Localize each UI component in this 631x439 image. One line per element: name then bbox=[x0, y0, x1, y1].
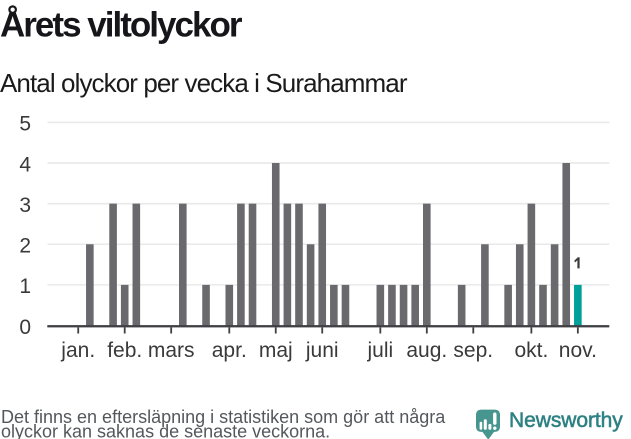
svg-text:4: 4 bbox=[19, 153, 31, 176]
svg-text:sep.: sep. bbox=[453, 339, 493, 362]
svg-text:aug.: aug. bbox=[406, 339, 447, 362]
svg-text:maj: maj bbox=[259, 339, 293, 362]
svg-text:juni: juni bbox=[305, 339, 339, 362]
svg-text:nov.: nov. bbox=[559, 339, 597, 362]
svg-text:juli: juli bbox=[366, 339, 393, 362]
svg-text:Det finns en eftersläpning i s: Det finns en eftersläpning i statistiken… bbox=[1, 407, 446, 427]
svg-text:Antal olyckor per vecka i Sura: Antal olyckor per vecka i Surahammar bbox=[0, 68, 408, 98]
svg-text:olyckor kan saknas de senaste: olyckor kan saknas de senaste veckorna. bbox=[1, 422, 330, 439]
svg-text:mars: mars bbox=[148, 339, 195, 362]
svg-text:3: 3 bbox=[19, 194, 31, 217]
svg-text:jan.: jan. bbox=[60, 339, 95, 362]
svg-text:Årets viltolyckor: Årets viltolyckor bbox=[0, 5, 243, 45]
svg-text:Newsworthy: Newsworthy bbox=[509, 409, 623, 432]
svg-text:feb.: feb. bbox=[107, 339, 142, 362]
svg-text:1: 1 bbox=[19, 275, 31, 298]
svg-text:0: 0 bbox=[19, 316, 31, 339]
svg-text:okt.: okt. bbox=[514, 339, 548, 362]
svg-text:2: 2 bbox=[19, 235, 31, 258]
svg-text:5: 5 bbox=[19, 113, 31, 136]
svg-text:apr.: apr. bbox=[212, 339, 247, 362]
